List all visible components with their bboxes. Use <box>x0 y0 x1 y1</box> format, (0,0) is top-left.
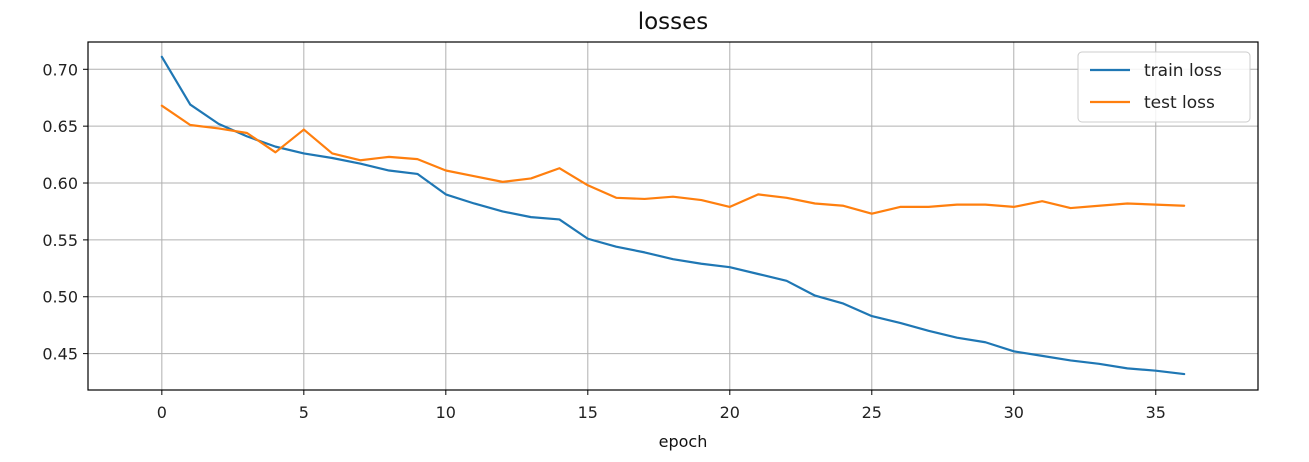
series-line-test-loss <box>160 104 1186 215</box>
x-tick-label: 15 <box>578 403 598 422</box>
y-tick-label: 0.70 <box>42 60 78 79</box>
y-tick-label: 0.55 <box>42 231 78 250</box>
series-line-train-loss <box>160 55 1186 376</box>
y-tick-label: 0.65 <box>42 117 78 136</box>
y-tick-label: 0.60 <box>42 174 78 193</box>
legend-label: train loss <box>1144 61 1222 81</box>
x-tick-label: 35 <box>1146 403 1166 422</box>
y-axis-ticks: 0.45 0.50 0.55 0.60 0.65 0.70 <box>42 60 88 364</box>
x-tick-label: 5 <box>299 403 309 422</box>
x-axis-ticks: 0 5 10 15 20 25 30 35 <box>157 390 1166 422</box>
plot-frame <box>87 41 1259 391</box>
legend-label: test loss <box>1144 93 1215 113</box>
x-tick-label: 20 <box>720 403 740 422</box>
x-tick-label: 10 <box>436 403 456 422</box>
x-tick-label: 0 <box>157 403 167 422</box>
series-group <box>160 55 1186 376</box>
y-tick-label: 0.50 <box>42 288 78 307</box>
x-tick-label: 30 <box>1004 403 1024 422</box>
legend: train loss test loss <box>1077 51 1251 123</box>
y-tick-label: 0.45 <box>42 345 78 364</box>
grid-lines <box>88 42 1258 390</box>
x-axis-label: epoch <box>659 432 708 451</box>
x-tick-label: 25 <box>862 403 882 422</box>
chart-title: losses <box>638 9 709 35</box>
